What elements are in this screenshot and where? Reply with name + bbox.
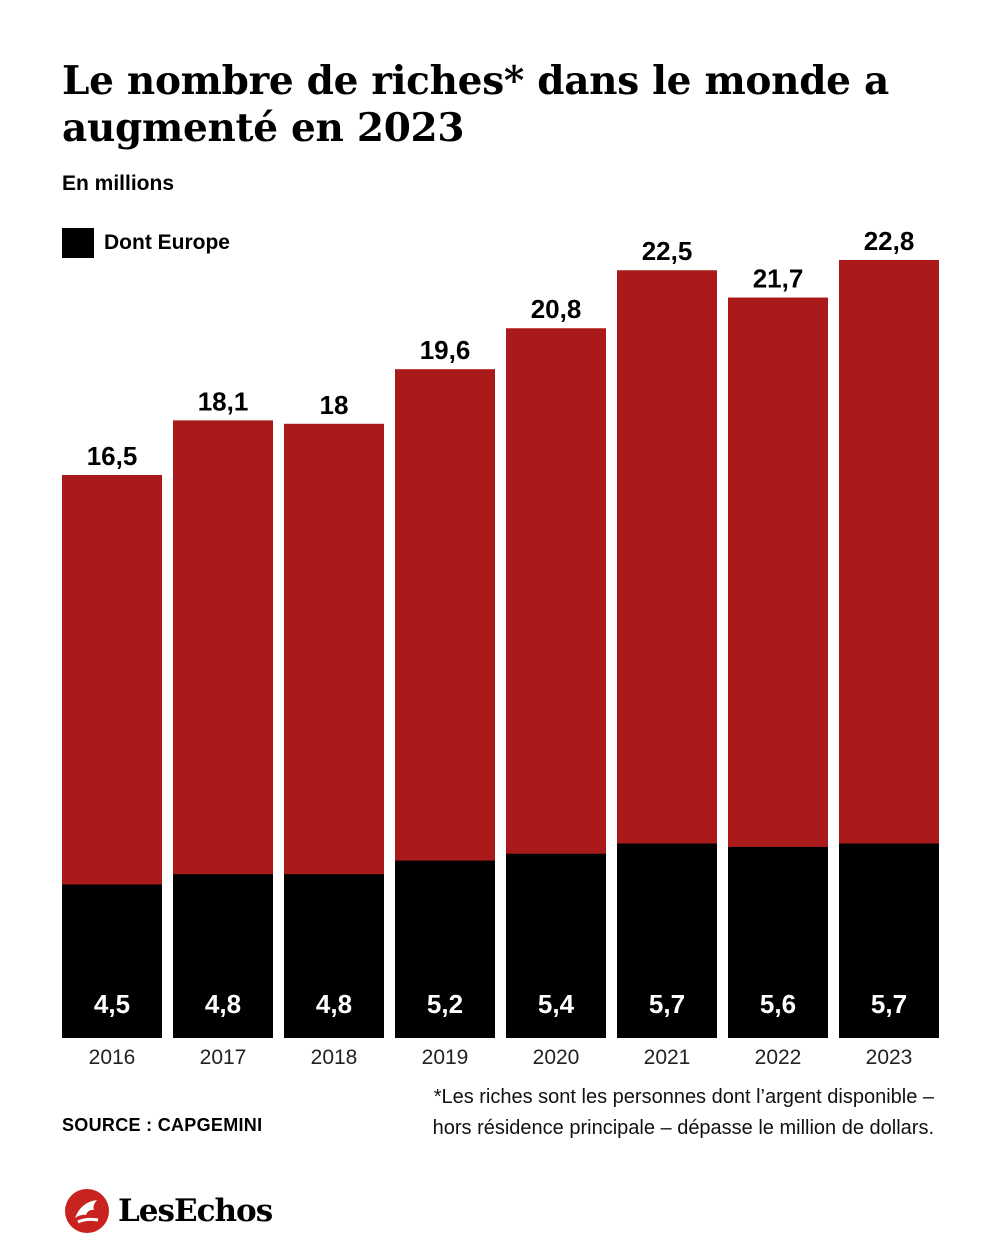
x-tick-2020: 2020: [533, 1046, 580, 1069]
bar-europe-2023: [839, 843, 939, 1038]
x-tick-2019: 2019: [422, 1046, 469, 1069]
bar-europe-2016: [62, 884, 162, 1038]
bar-europe-2020: [506, 853, 606, 1038]
label-total-2020: 20,8: [531, 294, 582, 324]
x-tick-2018: 2018: [311, 1046, 358, 1069]
label-total-2018: 18: [320, 390, 349, 420]
label-total-2016: 16,5: [87, 441, 138, 471]
label-total-2017: 18,1: [198, 386, 249, 416]
x-tick-2017: 2017: [200, 1046, 247, 1069]
bar-europe-2017: [173, 874, 273, 1038]
bar-europe-2022: [728, 846, 828, 1038]
label-europe-2016: 4,5: [94, 989, 130, 1019]
label-europe-2018: 4,8: [316, 989, 352, 1019]
source-note: SOURCE : CAPGEMINI: [62, 1115, 263, 1135]
les-echos-emblem-icon: [65, 1189, 109, 1233]
bar-europe-2019: [395, 860, 495, 1038]
x-tick-2023: 2023: [866, 1046, 913, 1069]
bar-europe-2018: [284, 874, 384, 1038]
label-europe-2020: 5,4: [538, 989, 575, 1019]
bar-europe-2021: [617, 843, 717, 1038]
chart-subtitle: En millions: [62, 172, 175, 195]
label-europe-2019: 5,2: [427, 989, 463, 1019]
les-echos-logo: LesEchos: [64, 1188, 273, 1234]
label-europe-2023: 5,7: [871, 989, 907, 1019]
chart-title: Le nombre de riches* dans le monde a aug…: [62, 58, 889, 151]
x-tick-2021: 2021: [644, 1046, 691, 1069]
logo-wordmark: LesEchos: [118, 1193, 273, 1229]
footnote-line-1: *Les riches sont les personnes dont l’ar…: [433, 1086, 934, 1108]
legend-label-europe: Dont Europe: [104, 231, 230, 254]
footnote: *Les riches sont les personnes dont l’ar…: [294, 1082, 934, 1144]
label-total-2022: 21,7: [753, 264, 804, 294]
legend-swatch-europe: [62, 228, 94, 258]
label-total-2019: 19,6: [420, 335, 471, 365]
footnote-line-2: hors résidence principale – dépasse le m…: [432, 1117, 934, 1139]
label-europe-2022: 5,6: [760, 989, 796, 1019]
legend: Dont Europe: [62, 228, 230, 258]
label-total-2021: 22,5: [642, 236, 693, 266]
label-total-2023: 22,8: [864, 226, 915, 256]
x-tick-2022: 2022: [755, 1046, 802, 1069]
label-europe-2021: 5,7: [649, 989, 685, 1019]
x-tick-2016: 2016: [89, 1046, 136, 1069]
label-europe-2017: 4,8: [205, 989, 241, 1019]
